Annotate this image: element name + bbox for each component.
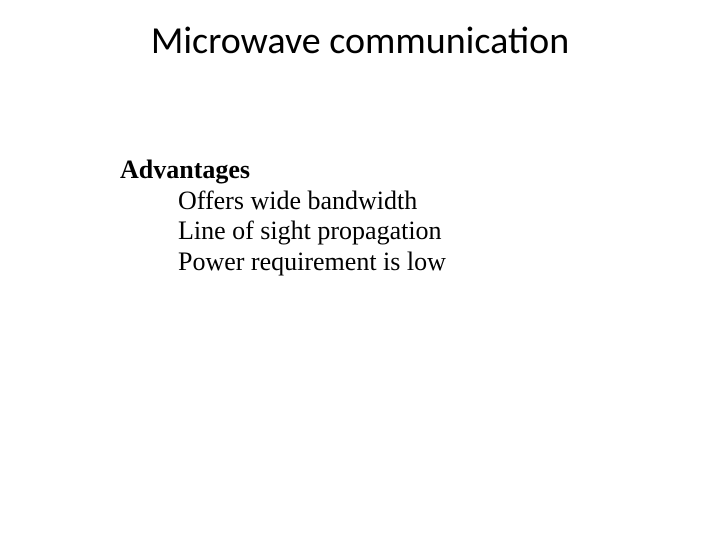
list-item: Line of sight propagation — [120, 216, 640, 247]
list-item: Power requirement is low — [120, 247, 640, 278]
slide-title: Microwave communication — [0, 18, 720, 64]
body-block: Advantages Offers wide bandwidth Line of… — [120, 155, 640, 278]
slide: Microwave communication Advantages Offer… — [0, 0, 720, 540]
list-item: Offers wide bandwidth — [120, 186, 640, 217]
subheading-advantages: Advantages — [120, 155, 640, 186]
